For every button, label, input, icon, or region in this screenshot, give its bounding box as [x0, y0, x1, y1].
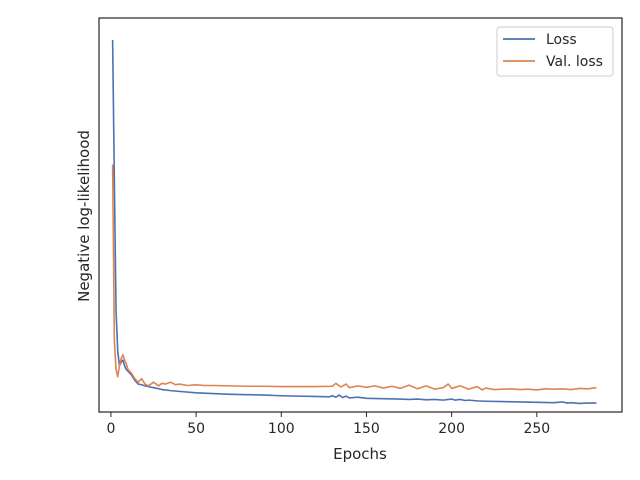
series-line-loss	[111, 39, 597, 405]
x-axis-ticks: 0 50 100 150 200 250	[106, 412, 550, 437]
x-tick-label: 150	[353, 421, 380, 437]
x-tick-label: 250	[523, 421, 550, 437]
y-axis-label: Negative log-likelihood	[75, 130, 93, 302]
x-tick-label: 100	[268, 421, 295, 437]
plot-frame	[98, 17, 623, 413]
x-axis-label: Epochs	[333, 445, 387, 463]
x-tick-label: 200	[438, 421, 465, 437]
legend-label-loss: Loss	[546, 32, 577, 48]
x-tick-label: 50	[187, 421, 205, 437]
legend: Loss Val. loss	[496, 26, 614, 77]
legend-label-val-loss: Val. loss	[546, 54, 603, 70]
x-tick-label: 0	[106, 421, 115, 437]
plot-area	[111, 39, 597, 405]
series-line-val-loss	[111, 164, 597, 391]
